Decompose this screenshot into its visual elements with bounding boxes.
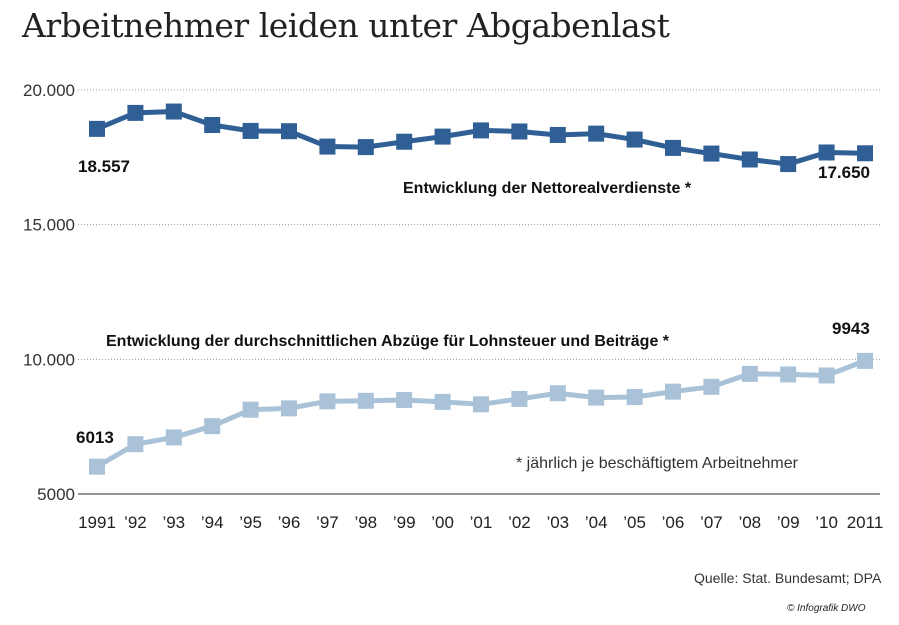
data-point-1 [434, 393, 451, 410]
x-tick-label: ’07 [700, 513, 723, 532]
data-point-1 [473, 396, 489, 413]
credit: © Infografik DWO [787, 603, 866, 614]
data-point-1 [703, 378, 720, 395]
x-tick-label: ’92 [124, 513, 147, 532]
x-tick-label: ’93 [162, 513, 185, 532]
data-point-0 [396, 133, 413, 150]
y-axis-ticks: 20.000 15.000 10.000 5000 [23, 81, 75, 504]
data-point-0 [549, 126, 566, 143]
data-point-0 [357, 139, 374, 156]
x-tick-label: ’09 [777, 513, 800, 532]
x-tick-label: ’04 [585, 513, 608, 532]
data-point-1 [89, 458, 105, 475]
data-point-0 [703, 145, 720, 162]
data-point-1 [396, 392, 413, 409]
x-tick-label: ’10 [815, 513, 838, 532]
data-point-1 [818, 367, 835, 384]
data-point-0 [857, 145, 873, 162]
data-point-1 [204, 418, 221, 435]
data-point-1 [857, 352, 873, 369]
series-label-net: Entwicklung der Nettorealverdienste * [403, 180, 692, 197]
chart-title: Arbeitnehmer leiden unter Abgabenlast [22, 6, 670, 45]
data-point-1 [242, 401, 259, 418]
x-tick-label: 2011 [847, 513, 884, 532]
data-point-0 [588, 125, 605, 142]
data-point-0 [818, 144, 835, 161]
x-tick-label: 1991 [78, 513, 116, 532]
source-note: Quelle: Stat. Bundesamt; DPA [694, 570, 882, 586]
data-point-0 [741, 151, 758, 168]
x-tick-label: ’06 [662, 513, 685, 532]
data-point-0 [665, 139, 681, 156]
data-point-0 [89, 120, 105, 137]
x-tick-label: ’01 [470, 513, 493, 532]
series-layer [89, 103, 873, 475]
data-point-1 [780, 366, 797, 383]
data-label-net-start: 18.557 [78, 157, 130, 176]
data-point-1 [588, 389, 605, 406]
data-point-0 [319, 138, 336, 155]
x-tick-label: ’95 [239, 513, 262, 532]
data-point-1 [549, 385, 566, 402]
data-point-0 [626, 131, 643, 148]
data-point-0 [780, 156, 797, 173]
x-tick-label: ’94 [201, 513, 224, 532]
data-point-0 [473, 122, 489, 139]
y-tick-label: 20.000 [23, 81, 75, 100]
data-point-1 [665, 383, 681, 400]
y-tick-label: 15.000 [23, 216, 75, 235]
y-tick-label: 5000 [37, 485, 75, 504]
data-point-0 [511, 123, 528, 140]
x-tick-label: ’08 [738, 513, 761, 532]
data-point-0 [281, 123, 297, 140]
x-tick-label: ’96 [278, 513, 301, 532]
x-axis-ticks: 1991 ’92 ’93 ’94 ’95 ’96 ’97 ’98 ’99 ’00 ’01 ’02 ’03… [78, 513, 883, 532]
x-tick-label: ’05 [623, 513, 646, 532]
gridlines [78, 89, 880, 495]
series-label-deductions: Entwicklung der durchschnittlichen Abzüg… [106, 333, 670, 350]
data-point-1 [511, 390, 528, 407]
data-point-0 [165, 103, 182, 120]
x-tick-label: ’99 [393, 513, 416, 532]
data-point-1 [319, 393, 336, 410]
footnote: * jährlich je beschäftigtem Arbeitnehmer [516, 455, 799, 472]
y-tick-label: 10.000 [23, 350, 75, 369]
data-label-deductions-end: 9943 [832, 319, 870, 338]
data-point-1 [281, 400, 297, 417]
data-label-deductions-start: 6013 [76, 428, 114, 447]
data-point-0 [434, 128, 451, 145]
data-point-0 [204, 117, 221, 134]
x-tick-label: ’98 [354, 513, 377, 532]
data-point-0 [127, 104, 144, 121]
data-point-1 [165, 429, 182, 446]
data-point-0 [242, 122, 259, 139]
data-point-1 [127, 436, 144, 453]
data-point-1 [357, 392, 374, 409]
x-tick-label: ’03 [546, 513, 569, 532]
data-label-net-end: 17.650 [818, 163, 870, 182]
x-tick-label: ’00 [431, 513, 454, 532]
data-point-1 [626, 389, 643, 406]
data-point-1 [741, 365, 758, 382]
x-tick-label: ’97 [316, 513, 339, 532]
x-tick-label: ’02 [508, 513, 531, 532]
